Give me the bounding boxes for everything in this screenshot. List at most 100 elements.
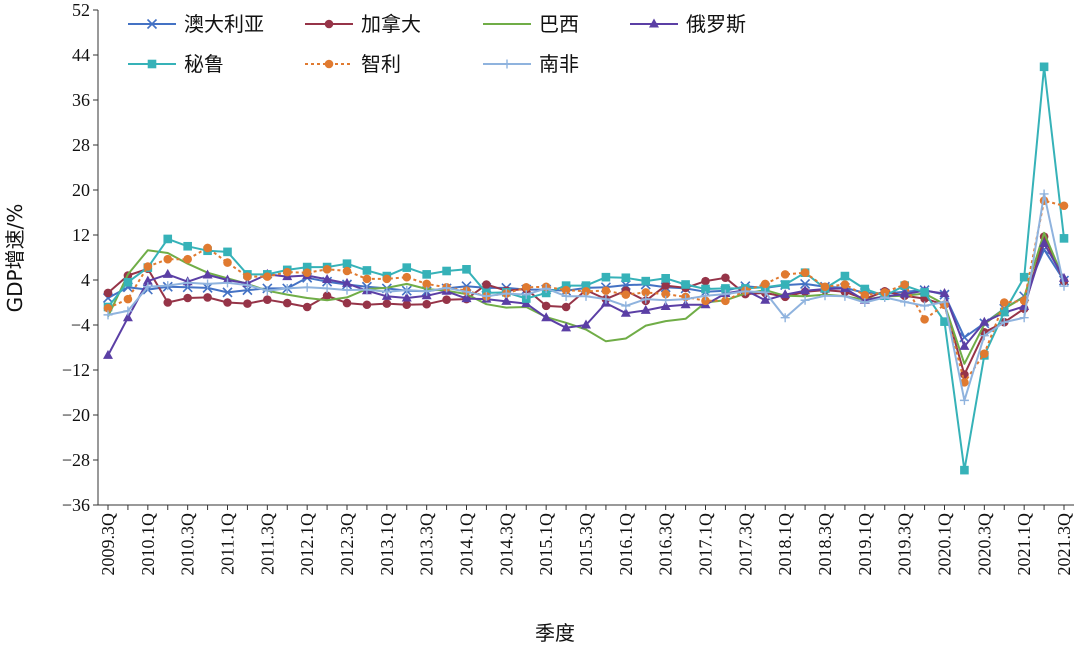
data-point — [442, 295, 451, 304]
legend-item: 巴西 — [483, 12, 579, 36]
data-point — [183, 278, 193, 288]
data-point — [581, 281, 591, 290]
x-tick-label: 2010.1Q — [138, 513, 158, 576]
data-point — [462, 287, 471, 297]
data-point — [103, 349, 113, 359]
data-point — [661, 295, 671, 305]
legend-swatch-marker — [147, 59, 157, 69]
data-point — [402, 300, 412, 310]
data-point — [721, 296, 730, 306]
data-point — [661, 281, 670, 290]
data-point — [621, 290, 631, 299]
legend-swatch-marker — [324, 59, 334, 69]
data-point — [322, 273, 333, 283]
data-point — [999, 317, 1009, 327]
x-tick-label: 2014.3Q — [496, 513, 516, 576]
legend-item: 秘鲁 — [128, 52, 224, 76]
data-point — [541, 312, 552, 322]
data-point — [123, 306, 133, 316]
data-point — [1059, 281, 1069, 291]
data-point — [620, 307, 631, 317]
data-point — [462, 265, 471, 274]
x-tick-label: 2020.1Q — [935, 513, 955, 576]
data-point — [720, 289, 730, 299]
data-point — [800, 278, 811, 290]
data-point — [581, 319, 591, 329]
data-point — [880, 288, 890, 297]
legend-swatch-marker — [324, 19, 334, 29]
data-point — [640, 304, 651, 314]
x-tick-label: 2020.3Q — [974, 513, 994, 576]
data-point — [760, 294, 771, 304]
data-point — [183, 254, 192, 264]
data-point — [920, 301, 930, 311]
data-point — [661, 289, 670, 299]
legend-item: 俄罗斯 — [630, 12, 746, 36]
data-point — [1039, 62, 1049, 72]
legend-label: 俄罗斯 — [686, 12, 746, 36]
x-tick-label: 2015.1Q — [536, 513, 556, 576]
data-point — [660, 300, 671, 310]
data-point — [282, 298, 292, 308]
data-point — [442, 266, 451, 276]
data-point — [960, 465, 969, 475]
data-point — [402, 285, 412, 295]
legend-label: 澳大利亚 — [184, 12, 264, 36]
data-point — [1039, 189, 1049, 199]
x-tick-label: 2012.1Q — [297, 513, 317, 576]
data-point — [362, 300, 372, 310]
y-tick-label: −12 — [62, 360, 90, 380]
x-tick-label: 2009.3Q — [98, 513, 118, 576]
data-point — [820, 282, 830, 292]
data-point — [641, 288, 651, 297]
data-point — [302, 282, 312, 292]
data-point — [959, 395, 969, 405]
data-point — [780, 280, 790, 289]
data-point — [820, 291, 830, 301]
data-point — [143, 282, 153, 292]
data-point — [979, 316, 990, 326]
data-point — [860, 298, 870, 307]
data-point — [860, 290, 870, 300]
x-tick-label: 2011.1Q — [218, 513, 238, 575]
data-point — [521, 283, 531, 292]
data-point — [242, 285, 253, 296]
legend-item: 加拿大 — [305, 12, 421, 36]
data-point — [561, 302, 571, 312]
data-point — [780, 270, 790, 279]
data-point — [501, 295, 512, 305]
data-point — [422, 286, 432, 296]
data-point — [959, 340, 970, 350]
data-point — [999, 307, 1009, 317]
plot-area — [102, 62, 1070, 475]
data-point — [342, 285, 352, 295]
data-point — [900, 280, 909, 289]
data-point — [681, 294, 691, 304]
data-point — [920, 315, 929, 324]
data-point — [920, 288, 929, 297]
data-point — [1019, 313, 1029, 323]
x-tick-label: 2017.1Q — [696, 513, 716, 576]
x-tick-label: 2012.3Q — [337, 513, 357, 576]
data-point — [621, 273, 631, 283]
data-point — [561, 281, 571, 290]
y-tick-label: 52 — [72, 0, 90, 20]
data-point — [322, 291, 332, 301]
data-point — [243, 272, 252, 281]
data-point — [1019, 272, 1029, 282]
data-point — [262, 286, 272, 296]
data-point — [780, 313, 790, 323]
data-point — [263, 272, 272, 281]
data-point — [999, 298, 1009, 307]
y-tick-label: −28 — [62, 450, 90, 470]
data-point — [143, 262, 153, 271]
data-point — [183, 241, 192, 251]
data-point — [680, 299, 691, 309]
data-point — [641, 294, 651, 304]
y-tick-label: 36 — [72, 90, 90, 110]
data-point — [163, 254, 173, 264]
data-point — [342, 266, 352, 276]
data-point — [701, 291, 710, 301]
data-point — [282, 283, 292, 293]
data-point — [142, 275, 153, 285]
